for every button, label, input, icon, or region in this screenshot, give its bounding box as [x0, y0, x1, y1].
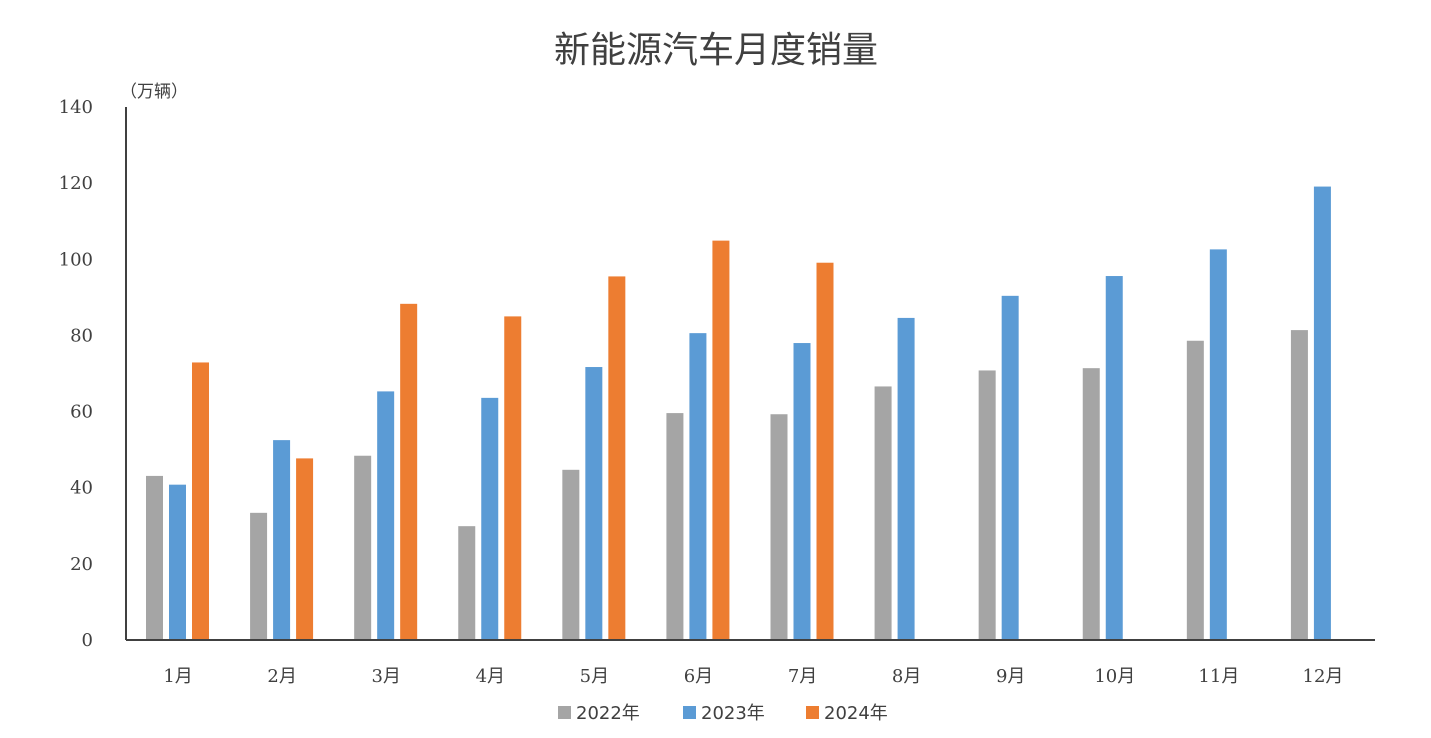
bar-1-8	[874, 386, 892, 640]
legend-label: 2023年	[701, 703, 765, 724]
x-tick-label: 7月	[788, 666, 817, 687]
legend-swatch	[806, 706, 819, 719]
y-tick-label: 100	[59, 249, 93, 270]
bar-1-3	[354, 455, 372, 640]
legend-swatch	[683, 706, 696, 719]
bar-1-1	[146, 475, 163, 640]
bar-2-12	[1313, 186, 1331, 641]
x-tick-label: 12月	[1303, 666, 1344, 687]
bar-3-5	[608, 276, 626, 640]
bar-2-7	[793, 343, 811, 640]
y-tick-label: 60	[70, 402, 93, 423]
bar-2-2	[273, 440, 291, 640]
y-tick-label: 40	[70, 478, 93, 499]
bar-1-4	[458, 526, 476, 640]
x-tick-labels: 1月 2月 3月 4月 5月 6月 7月 8月 9月 10月 11月 12月	[163, 666, 1343, 687]
bar-1-12	[1290, 330, 1308, 640]
bar-1-9	[978, 370, 996, 640]
bar-1-11	[1186, 340, 1204, 640]
bar-1-5	[562, 469, 580, 640]
x-tick-label: 1月	[163, 666, 192, 687]
y-tick-label: 120	[59, 173, 93, 194]
bar-2-11	[1209, 249, 1227, 640]
x-tick-label: 4月	[476, 666, 505, 687]
bar-3-7	[816, 262, 834, 640]
bar-2-10	[1105, 276, 1123, 640]
y-tick-label: 20	[70, 554, 93, 575]
y-tick-labels: 0 20 40 60 80 100 120 140	[59, 97, 93, 651]
x-tick-label: 10月	[1094, 666, 1135, 687]
bar-3-3	[400, 303, 418, 640]
legend-label: 2024年	[824, 703, 888, 724]
bar-3-4	[504, 316, 522, 640]
bar-2-5	[585, 367, 603, 640]
bar-2-9	[1001, 295, 1019, 640]
bar-3-6	[712, 240, 730, 640]
legend-swatch	[558, 706, 571, 719]
bar-2-4	[481, 397, 499, 640]
x-tick-label: 11月	[1198, 666, 1239, 687]
bar-2-6	[689, 333, 707, 640]
x-tick-label: 6月	[684, 666, 713, 687]
bar-1-2	[250, 512, 268, 640]
bar-1-6	[666, 413, 684, 640]
legend: 2022年 2023年 2024年	[558, 703, 888, 724]
x-tick-label: 3月	[371, 666, 400, 687]
bar-3-2	[296, 458, 314, 640]
x-tick-label: 8月	[892, 666, 921, 687]
x-tick-label: 5月	[580, 666, 609, 687]
y-tick-label: 0	[82, 630, 93, 651]
bar-3-1	[192, 362, 209, 640]
x-tick-label: 2月	[267, 666, 296, 687]
bar-2-1	[169, 484, 186, 640]
y-axis-unit-label: （万辆）	[120, 82, 188, 102]
y-tick-label: 140	[59, 97, 93, 118]
bar-1-7	[770, 414, 788, 640]
y-tick-label: 80	[70, 325, 93, 346]
legend-label: 2022年	[576, 703, 640, 724]
bar-1-10	[1082, 368, 1100, 640]
x-tick-label: 9月	[996, 666, 1025, 687]
chart-title: 新能源汽车月度销量	[554, 30, 878, 71]
bar-2-8	[897, 317, 915, 640]
bars-group	[146, 186, 1331, 641]
bar-2-3	[377, 391, 395, 640]
